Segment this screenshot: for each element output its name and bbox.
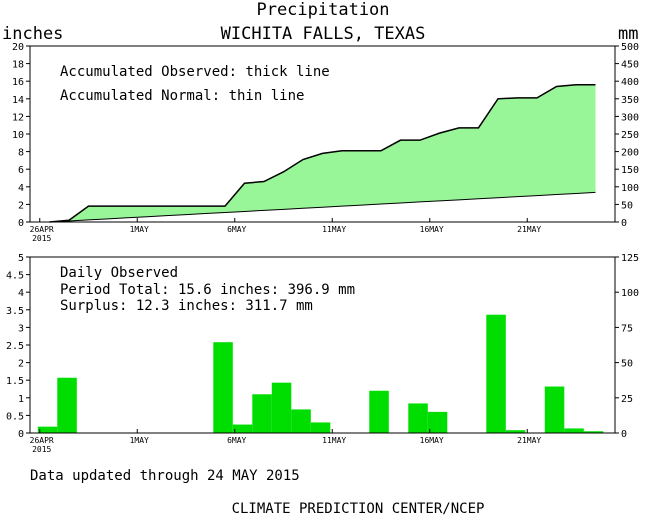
bottom-y-tick-label-right: 100: [621, 288, 639, 299]
top-y-tick-label-right: 450: [621, 60, 639, 71]
accumulated-precipitation-chart: 0246810121416182005010015020025030035040…: [12, 42, 639, 243]
top-y-tick-label-left: 0: [18, 218, 24, 229]
top-y-tick-label-left: 12: [12, 112, 24, 123]
top-y-tick-label-left: 6: [18, 165, 24, 176]
bottom-y-tick-label-right: 75: [621, 323, 633, 334]
daily-bar: [57, 378, 77, 433]
top-y-tick-label-right: 50: [621, 200, 633, 211]
top-y-tick-label-left: 18: [12, 60, 24, 71]
daily-bar: [486, 315, 506, 433]
bottom-annotation-total: Period Total: 15.6 inches: 396.9 mm: [60, 282, 355, 298]
top-annotation-observed: Accumulated Observed: thick line: [60, 64, 330, 80]
top-y-tick-label-left: 14: [12, 95, 24, 106]
chart-subtitle: WICHITA FALLS, TEXAS: [221, 24, 426, 44]
bottom-x-tick-label: 26APR: [30, 436, 54, 445]
top-x-tick-label: 16MAY: [420, 225, 444, 234]
top-x-year-label: 2015: [32, 234, 51, 243]
y-axis-label-left: inches: [2, 24, 63, 44]
top-y-tick-label-left: 4: [18, 183, 24, 194]
top-y-tick-label-right: 150: [621, 165, 639, 176]
bottom-y-tick-label-right: 50: [621, 359, 633, 370]
bottom-y-tick-label-left: 3: [18, 323, 24, 334]
top-y-tick-label-right: 100: [621, 183, 639, 194]
top-y-tick-label-left: 20: [12, 42, 24, 53]
top-annotation-normal: Accumulated Normal: thin line: [60, 88, 304, 104]
bottom-x-tick-label: 11MAY: [322, 436, 346, 445]
top-y-tick-label-right: 250: [621, 130, 639, 141]
top-y-tick-label-right: 400: [621, 77, 639, 88]
bottom-y-tick-label-right: 125: [621, 253, 639, 264]
daily-bar: [408, 403, 428, 433]
daily-bar: [291, 409, 311, 433]
bottom-y-tick-label-right: 0: [621, 429, 627, 440]
credit-text: CLIMATE PREDICTION CENTER/NCEP: [232, 501, 485, 517]
top-y-tick-label-right: 500: [621, 42, 639, 53]
daily-bar: [213, 342, 233, 433]
daily-bar: [252, 394, 271, 433]
daily-bar: [428, 412, 448, 433]
bottom-y-tick-label-left: 0.5: [6, 411, 24, 422]
top-x-tick-label: 26APR: [30, 225, 54, 234]
bottom-y-tick-label-left: 4.5: [6, 271, 24, 282]
daily-bar: [38, 427, 58, 433]
data-updated-text: Data updated through 24 MAY 2015: [30, 468, 300, 484]
top-x-tick-label: 21MAY: [517, 225, 541, 234]
top-y-tick-label-right: 0: [621, 218, 627, 229]
top-y-tick-label-left: 16: [12, 77, 24, 88]
top-y-tick-label-left: 2: [18, 200, 24, 211]
bottom-y-tick-label-right: 25: [621, 394, 633, 405]
bottom-x-tick-label: 1MAY: [130, 436, 149, 445]
top-y-tick-label-right: 350: [621, 95, 639, 106]
bottom-x-year-label: 2015: [32, 445, 51, 454]
bottom-y-tick-label-left: 5: [18, 253, 24, 264]
daily-bar: [545, 387, 565, 433]
chart-title: Precipitation: [256, 0, 389, 20]
bottom-y-tick-label-left: 2.5: [6, 341, 24, 352]
bottom-x-tick-label: 6MAY: [227, 436, 246, 445]
top-y-tick-label-right: 300: [621, 112, 639, 123]
top-x-tick-label: 1MAY: [130, 225, 149, 234]
bottom-x-tick-label: 21MAY: [517, 436, 541, 445]
daily-bar: [272, 383, 292, 433]
bottom-y-tick-label-left: 4: [18, 288, 24, 299]
bottom-annotation-surplus: Surplus: 12.3 inches: 311.7 mm: [60, 298, 313, 314]
top-x-tick-label: 11MAY: [322, 225, 346, 234]
bottom-y-tick-label-left: 2: [18, 359, 24, 370]
bottom-annotation-title: Daily Observed: [60, 265, 178, 281]
top-x-tick-label: 6MAY: [227, 225, 246, 234]
daily-bar: [564, 428, 584, 433]
bottom-x-tick-label: 16MAY: [420, 436, 444, 445]
bottom-y-tick-label-left: 3.5: [6, 306, 24, 317]
y-axis-label-right: mm: [618, 24, 638, 44]
bottom-y-tick-label-left: 1.5: [6, 376, 24, 387]
top-y-tick-label-left: 8: [18, 148, 24, 159]
daily-bar: [369, 391, 389, 433]
daily-bar: [311, 422, 331, 433]
bottom-y-tick-label-left: 0: [18, 429, 24, 440]
daily-bar: [233, 425, 253, 433]
bottom-y-tick-label-left: 1: [18, 394, 24, 405]
top-y-tick-label-right: 200: [621, 148, 639, 159]
top-y-tick-label-left: 10: [12, 130, 24, 141]
